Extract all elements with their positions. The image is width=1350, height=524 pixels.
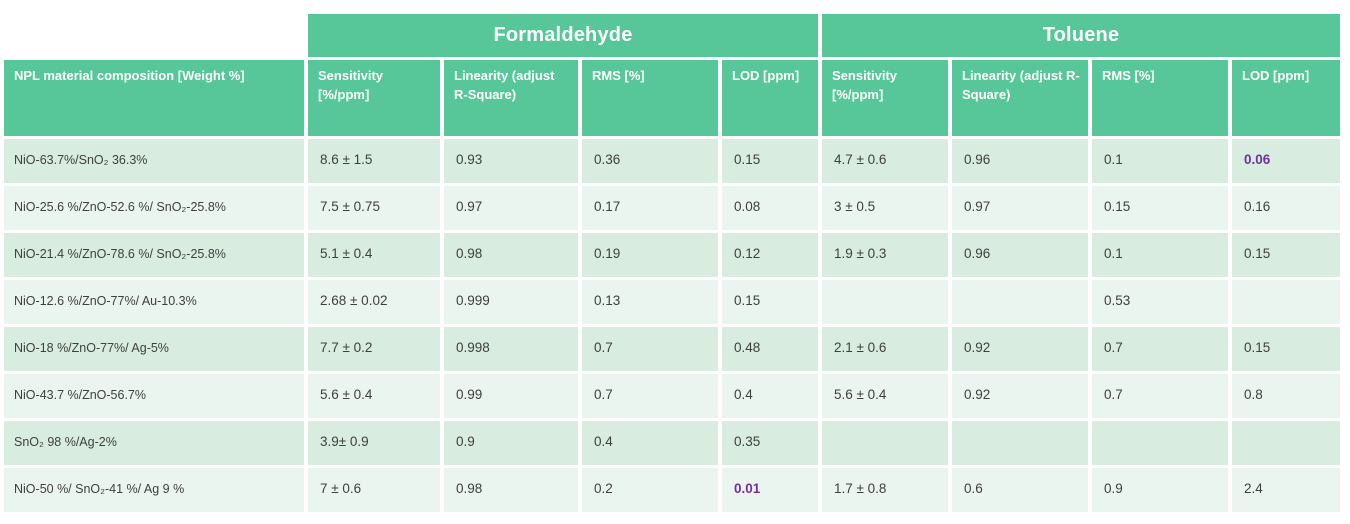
data-cell: 0.1 xyxy=(1092,233,1228,277)
data-cell: 2.1 ± 0.6 xyxy=(822,327,948,371)
data-cell: 0.92 xyxy=(952,327,1088,371)
data-cell: 0.12 xyxy=(722,233,818,277)
data-cell: 0.999 xyxy=(444,280,578,324)
table-row: NiO-63.7%/SnO₂ 36.3% 8.6 ± 1.5 0.93 0.36… xyxy=(4,139,1340,183)
group-header-toluene: Toluene xyxy=(822,14,1340,57)
column-header-material: NPL material composition [Weight %] xyxy=(4,60,304,136)
data-cell: 1.7 ± 0.8 xyxy=(822,468,948,512)
data-cell: 2.4 xyxy=(1232,468,1340,512)
group-header-row: Formaldehyde Toluene xyxy=(4,14,1340,57)
corner-spacer xyxy=(4,14,304,57)
data-cell: 0.4 xyxy=(582,421,718,465)
column-header-row: NPL material composition [Weight %] Sens… xyxy=(4,60,1340,136)
table-row: SnO₂ 98 %/Ag-2% 3.9± 0.9 0.9 0.4 0.35 xyxy=(4,421,1340,465)
data-cell: 0.4 xyxy=(722,374,818,418)
data-cell: 0.98 xyxy=(444,233,578,277)
table-row: NiO-25.6 %/ZnO-52.6 %/ SnO₂-25.8% 7.5 ± … xyxy=(4,186,1340,230)
table-row: NiO-18 %/ZnO-77%/ Ag-5% 7.7 ± 0.2 0.998 … xyxy=(4,327,1340,371)
data-cell: 0.93 xyxy=(444,139,578,183)
data-cell: 7.7 ± 0.2 xyxy=(308,327,440,371)
data-cell xyxy=(1092,421,1228,465)
data-cell: 2.68 ± 0.02 xyxy=(308,280,440,324)
material-cell: NiO-63.7%/SnO₂ 36.3% xyxy=(4,139,304,183)
material-cell: NiO-21.4 %/ZnO-78.6 %/ SnO₂-25.8% xyxy=(4,233,304,277)
data-cell: 0.17 xyxy=(582,186,718,230)
column-header-f-linearity: Linearity (adjust R-Square) xyxy=(444,60,578,136)
data-cell: 0.15 xyxy=(1232,327,1340,371)
column-header-t-linearity: Linearity (adjust R-Square) xyxy=(952,60,1088,136)
data-cell xyxy=(822,421,948,465)
material-cell: NiO-18 %/ZnO-77%/ Ag-5% xyxy=(4,327,304,371)
data-cell: 0.9 xyxy=(1092,468,1228,512)
data-cell: 7 ± 0.6 xyxy=(308,468,440,512)
material-cell: NiO-50 %/ SnO₂-41 %/ Ag 9 % xyxy=(4,468,304,512)
data-cell: 0.08 xyxy=(722,186,818,230)
data-cell: 0.15 xyxy=(1092,186,1228,230)
data-cell-highlighted: 0.06 xyxy=(1232,139,1340,183)
group-header-formaldehyde: Formaldehyde xyxy=(308,14,818,57)
table-row: NiO-50 %/ SnO₂-41 %/ Ag 9 % 7 ± 0.6 0.98… xyxy=(4,468,1340,512)
data-cell: 0.96 xyxy=(952,139,1088,183)
column-header-t-sensitivity: Sensitivity [%/ppm] xyxy=(822,60,948,136)
data-cell: 0.6 xyxy=(952,468,1088,512)
material-cell: NiO-12.6 %/ZnO-77%/ Au-10.3% xyxy=(4,280,304,324)
data-cell: 7.5 ± 0.75 xyxy=(308,186,440,230)
data-cell: 0.53 xyxy=(1092,280,1228,324)
column-header-f-sensitivity: Sensitivity [%/ppm] xyxy=(308,60,440,136)
data-cell: 0.2 xyxy=(582,468,718,512)
data-cell: 5.6 ± 0.4 xyxy=(308,374,440,418)
column-header-f-lod: LOD [ppm] xyxy=(722,60,818,136)
data-cell: 0.7 xyxy=(582,374,718,418)
data-cell: 0.36 xyxy=(582,139,718,183)
data-cell: 0.9 xyxy=(444,421,578,465)
data-cell: 4.7 ± 0.6 xyxy=(822,139,948,183)
data-cell: 0.15 xyxy=(722,139,818,183)
data-cell xyxy=(1232,421,1340,465)
data-cell: 0.13 xyxy=(582,280,718,324)
data-cell: 0.998 xyxy=(444,327,578,371)
data-cell xyxy=(952,280,1088,324)
material-cell: NiO-25.6 %/ZnO-52.6 %/ SnO₂-25.8% xyxy=(4,186,304,230)
data-cell: 0.96 xyxy=(952,233,1088,277)
data-cell: 5.1 ± 0.4 xyxy=(308,233,440,277)
column-header-f-rms: RMS [%] xyxy=(582,60,718,136)
data-cell: 0.97 xyxy=(952,186,1088,230)
data-cell xyxy=(952,421,1088,465)
data-cell: 0.92 xyxy=(952,374,1088,418)
data-cell: 0.7 xyxy=(1092,374,1228,418)
data-cell-highlighted: 0.01 xyxy=(722,468,818,512)
table-row: NiO-12.6 %/ZnO-77%/ Au-10.3% 2.68 ± 0.02… xyxy=(4,280,1340,324)
table-row: NiO-21.4 %/ZnO-78.6 %/ SnO₂-25.8% 5.1 ± … xyxy=(4,233,1340,277)
data-cell: 3.9± 0.9 xyxy=(308,421,440,465)
material-cell: SnO₂ 98 %/Ag-2% xyxy=(4,421,304,465)
data-cell: 8.6 ± 1.5 xyxy=(308,139,440,183)
data-cell: 0.7 xyxy=(1092,327,1228,371)
results-table: Formaldehyde Toluene NPL material compos… xyxy=(0,11,1344,515)
data-cell: 0.7 xyxy=(582,327,718,371)
data-cell: 5.6 ± 0.4 xyxy=(822,374,948,418)
data-cell: 0.97 xyxy=(444,186,578,230)
data-cell xyxy=(822,280,948,324)
data-cell: 0.19 xyxy=(582,233,718,277)
data-cell: 0.98 xyxy=(444,468,578,512)
data-cell: 0.48 xyxy=(722,327,818,371)
data-cell: 0.1 xyxy=(1092,139,1228,183)
data-cell: 0.15 xyxy=(722,280,818,324)
data-cell: 1.9 ± 0.3 xyxy=(822,233,948,277)
data-cell: 0.8 xyxy=(1232,374,1340,418)
column-header-t-lod: LOD [ppm] xyxy=(1232,60,1340,136)
column-header-t-rms: RMS [%] xyxy=(1092,60,1228,136)
data-cell: 0.35 xyxy=(722,421,818,465)
data-cell xyxy=(1232,280,1340,324)
data-cell: 0.16 xyxy=(1232,186,1340,230)
data-cell: 0.99 xyxy=(444,374,578,418)
material-cell: NiO-43.7 %/ZnO-56.7% xyxy=(4,374,304,418)
data-cell: 3 ± 0.5 xyxy=(822,186,948,230)
table-row: NiO-43.7 %/ZnO-56.7% 5.6 ± 0.4 0.99 0.7 … xyxy=(4,374,1340,418)
data-cell: 0.15 xyxy=(1232,233,1340,277)
